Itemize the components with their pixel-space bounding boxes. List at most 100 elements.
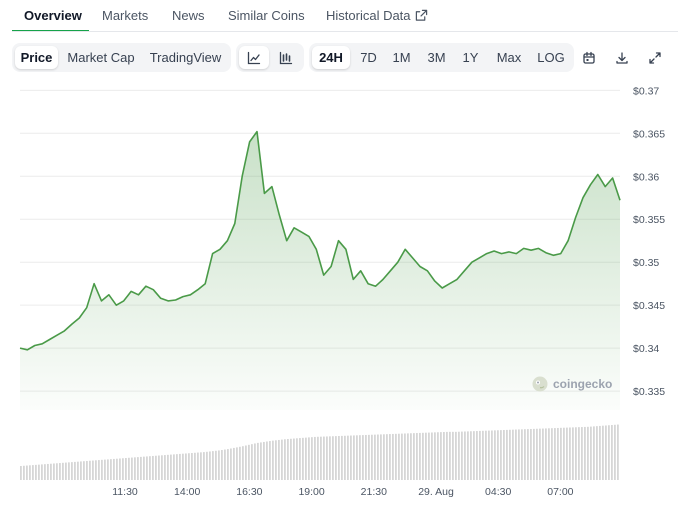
volume-bar xyxy=(257,442,259,480)
volume-bar xyxy=(164,455,166,480)
candlestick-chart-button[interactable] xyxy=(271,46,301,69)
volume-bar xyxy=(68,462,70,480)
volume-bar xyxy=(245,445,247,480)
volume-bar xyxy=(296,438,298,480)
calendar-button[interactable] xyxy=(574,43,604,72)
volume-bar xyxy=(98,460,100,480)
volume-bar xyxy=(494,430,496,480)
volume-bar xyxy=(536,428,538,480)
x-tick-label: 21:30 xyxy=(361,486,387,498)
volume-bar xyxy=(593,426,595,480)
volume-bar xyxy=(602,425,604,480)
volume-bar xyxy=(38,464,40,480)
volume-bar xyxy=(179,453,181,480)
volume-bar xyxy=(194,452,196,480)
volume-bar xyxy=(470,431,472,480)
volume-bar xyxy=(488,430,490,480)
volume-bar xyxy=(260,442,262,480)
volume-bar xyxy=(359,435,361,480)
volume-bar xyxy=(317,436,319,480)
volume-bar xyxy=(377,434,379,480)
tab-news[interactable]: News xyxy=(172,8,205,23)
volume-bar xyxy=(221,450,223,480)
volume-bar xyxy=(320,436,322,480)
volume-bar xyxy=(515,429,517,480)
volume-bar xyxy=(356,435,358,480)
x-tick-label: 04:30 xyxy=(485,486,511,498)
tab-overview[interactable]: Overview xyxy=(24,8,82,23)
volume-bar xyxy=(605,425,607,480)
watermark-text: coingecko xyxy=(553,377,613,391)
volume-bar xyxy=(236,447,238,480)
volume-bar xyxy=(347,435,349,480)
volume-bar xyxy=(428,432,430,480)
tab-historical-data[interactable]: Historical Data xyxy=(326,8,428,23)
line-chart-icon xyxy=(247,51,261,65)
volume-bar xyxy=(509,429,511,480)
download-button[interactable] xyxy=(607,43,637,72)
volume-bar xyxy=(518,429,520,480)
volume-bar xyxy=(29,465,31,480)
volume-bar xyxy=(614,424,616,480)
volume-bar xyxy=(392,433,394,480)
range-1m-button[interactable]: 1M xyxy=(392,50,411,65)
volume-bar xyxy=(554,428,556,480)
volume-bar xyxy=(611,425,613,480)
volume-bar xyxy=(485,430,487,480)
y-tick-label: $0.36 xyxy=(633,171,659,183)
volume-bar xyxy=(122,458,124,480)
volume-bar xyxy=(332,436,334,480)
volume-bar xyxy=(383,434,385,480)
volume-bar xyxy=(578,427,580,480)
volume-bar xyxy=(302,437,304,480)
line-chart-button[interactable] xyxy=(239,46,269,69)
volume-bar xyxy=(425,432,427,480)
price-chart[interactable]: $0.335 $0.34 $0.345 $0.35 $0.355 $0.36 $0.365 $… xyxy=(0,80,696,500)
tradingview-view-button[interactable]: TradingView xyxy=(149,50,222,65)
fullscreen-button[interactable] xyxy=(640,43,670,72)
volume-bar xyxy=(560,427,562,480)
range-24h-button[interactable]: 24H xyxy=(312,46,350,69)
volume-bar xyxy=(413,433,415,480)
volume-bar xyxy=(104,459,106,480)
volume-bar xyxy=(86,460,88,480)
volume-bar xyxy=(308,437,310,480)
volume-bar xyxy=(443,432,445,480)
volume-bar xyxy=(272,440,274,480)
volume-bar xyxy=(83,461,85,480)
volume-bar xyxy=(212,451,214,480)
volume-bar xyxy=(521,429,523,480)
volume-bar xyxy=(116,458,118,480)
volume-bar xyxy=(617,424,619,480)
volume-bar xyxy=(467,431,469,480)
tab-similar-coins[interactable]: Similar Coins xyxy=(228,8,305,23)
volume-bar xyxy=(422,432,424,480)
log-scale-button[interactable]: LOG xyxy=(537,50,565,65)
market-cap-view-button[interactable]: Market Cap xyxy=(67,50,135,65)
volume-bar xyxy=(527,429,529,480)
tab-historical-data-label: Historical Data xyxy=(326,8,411,23)
range-3m-button[interactable]: 3M xyxy=(427,50,446,65)
range-max-button[interactable]: Max xyxy=(496,50,522,65)
y-tick-label: $0.35 xyxy=(633,257,659,269)
volume-bar xyxy=(200,452,202,480)
volume-bar xyxy=(275,440,277,480)
volume-bar xyxy=(155,455,157,480)
volume-bar xyxy=(242,446,244,480)
price-area-fill xyxy=(20,131,620,410)
volume-bar xyxy=(152,455,154,480)
volume-bar xyxy=(269,441,271,480)
y-tick-label: $0.365 xyxy=(633,128,665,140)
range-1y-button[interactable]: 1Y xyxy=(462,50,479,65)
volume-bar xyxy=(119,458,121,480)
price-view-button[interactable]: Price xyxy=(15,46,58,69)
volume-bar xyxy=(281,439,283,480)
volume-bar xyxy=(542,428,544,480)
volume-bar xyxy=(395,433,397,480)
volume-bar xyxy=(482,430,484,480)
volume-bar xyxy=(557,427,559,480)
range-7d-button[interactable]: 7D xyxy=(360,50,377,65)
volume-bar xyxy=(608,425,610,480)
tab-markets[interactable]: Markets xyxy=(102,8,149,23)
x-tick-label: 16:30 xyxy=(236,486,262,498)
